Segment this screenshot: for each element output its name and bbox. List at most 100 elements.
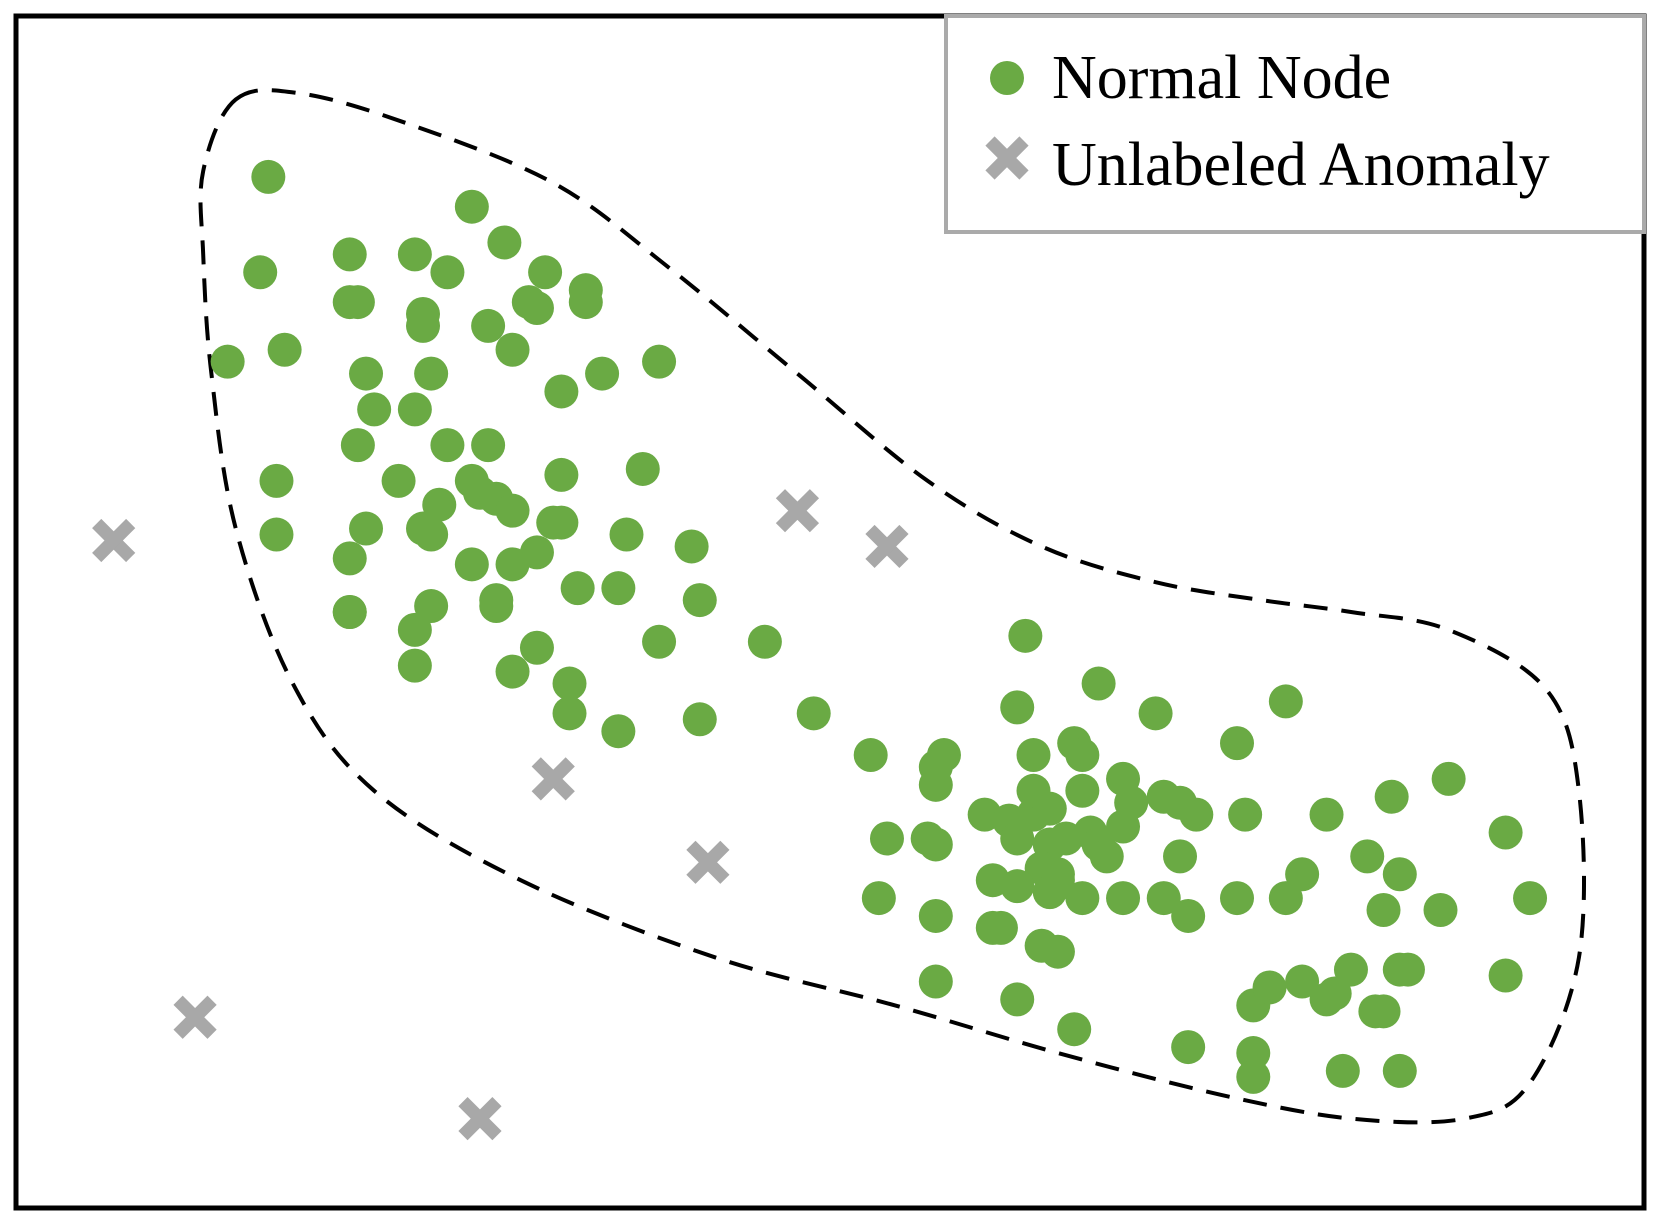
- normal-node-point: [1228, 797, 1263, 832]
- normal-node-point: [349, 356, 384, 391]
- normal-node-point: [1325, 1053, 1360, 1088]
- normal-node-point: [259, 517, 294, 552]
- normal-node-point: [1163, 785, 1198, 820]
- normal-node-point: [406, 511, 440, 546]
- normal-node-point: [1106, 881, 1141, 916]
- normal-node-point: [1285, 857, 1320, 892]
- normal-node-point: [406, 308, 440, 343]
- normal-node-point: [1317, 976, 1352, 1011]
- normal-node-point: [1268, 881, 1303, 916]
- normal-node-point: [1236, 1059, 1271, 1094]
- normal-node-point: [1390, 952, 1425, 987]
- normal-node-point: [495, 493, 530, 528]
- normal-node-point: [1382, 1053, 1417, 1088]
- anomaly-point: [531, 757, 575, 801]
- normal-node-point: [1065, 738, 1100, 773]
- normal-node-point: [1163, 839, 1198, 874]
- normal-node-point: [332, 237, 367, 272]
- normal-node-point: [397, 648, 432, 683]
- data-points: [92, 159, 1548, 1141]
- normal-node-point: [796, 696, 831, 731]
- normal-node-point: [1065, 773, 1100, 808]
- normal-node-point: [414, 356, 449, 391]
- normal-node-point: [1309, 797, 1344, 832]
- normal-node-point: [1000, 982, 1035, 1017]
- normal-node-point: [1008, 618, 1043, 653]
- normal-node-point: [471, 428, 506, 463]
- legend-box: [944, 14, 1646, 234]
- anomaly-point: [775, 489, 820, 533]
- normal-node-point: [642, 624, 677, 659]
- normal-node-point: [397, 392, 432, 427]
- normal-node-point: [528, 255, 563, 290]
- normal-node-point: [1040, 934, 1075, 969]
- normal-node-point: [918, 964, 953, 999]
- normal-node-point: [560, 571, 595, 606]
- anomaly-point: [173, 995, 217, 1039]
- legend-anomaly-marker: [985, 136, 1029, 180]
- normal-node-point: [747, 624, 782, 659]
- normal-node-point: [1236, 1036, 1271, 1071]
- normal-node-point: [1366, 994, 1401, 1029]
- normal-node-point: [601, 571, 636, 606]
- normal-node-point: [674, 529, 709, 564]
- normal-node-point: [1032, 875, 1067, 910]
- normal-node-point: [682, 702, 717, 737]
- normal-node-point: [397, 612, 432, 647]
- normal-node-point: [585, 356, 620, 391]
- normal-node-point: [210, 344, 245, 379]
- normal-node-point: [349, 511, 384, 546]
- normal-node-point: [471, 308, 506, 343]
- legend-normal-marker: [990, 61, 1024, 95]
- normal-node-point: [1513, 881, 1548, 916]
- normal-node-point: [1431, 761, 1466, 796]
- normal-node-point: [1065, 881, 1100, 916]
- normal-node-point: [454, 189, 489, 224]
- normal-node-point: [918, 898, 953, 933]
- normal-node-point: [625, 451, 660, 486]
- normal-node-point: [910, 821, 945, 856]
- normal-node-point: [519, 535, 554, 570]
- normal-node-point: [519, 630, 554, 665]
- normal-node-point: [332, 285, 367, 320]
- normal-node-point: [430, 255, 465, 290]
- normal-node-point: [609, 517, 644, 552]
- normal-node-point: [340, 428, 375, 463]
- normal-node-point: [1106, 809, 1141, 844]
- anomaly-point: [458, 1097, 502, 1141]
- legend-normal-label: Normal Node: [1052, 44, 1391, 112]
- normal-node-point: [1032, 791, 1067, 826]
- normal-node-point: [1089, 839, 1124, 874]
- normal-node-point: [259, 463, 294, 498]
- normal-node-point: [495, 332, 530, 367]
- normal-node-point: [1220, 881, 1254, 916]
- normal-node-point: [381, 463, 416, 498]
- normal-node-point: [1366, 893, 1401, 927]
- normal-node-point: [1171, 1030, 1206, 1065]
- normal-node-point: [1382, 857, 1417, 892]
- normal-node-point: [1000, 821, 1035, 856]
- anomaly-point: [865, 524, 909, 569]
- normal-node-point: [357, 392, 392, 427]
- normal-node-point: [332, 541, 367, 576]
- normal-node-point: [544, 374, 579, 409]
- normal-node-point: [869, 821, 904, 856]
- normal-node-point: [487, 225, 522, 260]
- anomaly-point: [92, 518, 136, 563]
- normal-node-point: [1057, 1012, 1092, 1047]
- normal-node-point: [422, 487, 457, 522]
- legend-anomaly-label: Unlabeled Anomaly: [1052, 131, 1550, 199]
- normal-node-point: [975, 863, 1010, 898]
- normal-region-boundary: [198, 88, 1587, 1125]
- normal-node-point: [267, 332, 302, 367]
- normal-node-point: [682, 583, 717, 618]
- normal-node-point: [552, 666, 587, 701]
- normal-node-point: [1220, 726, 1254, 761]
- normal-node-point: [552, 696, 587, 731]
- legend-anomaly-cross: [985, 136, 1029, 180]
- normal-node-point: [1000, 690, 1035, 725]
- normal-node-point: [1488, 815, 1523, 850]
- normal-node-point: [1049, 821, 1084, 856]
- normal-node-point: [479, 583, 514, 618]
